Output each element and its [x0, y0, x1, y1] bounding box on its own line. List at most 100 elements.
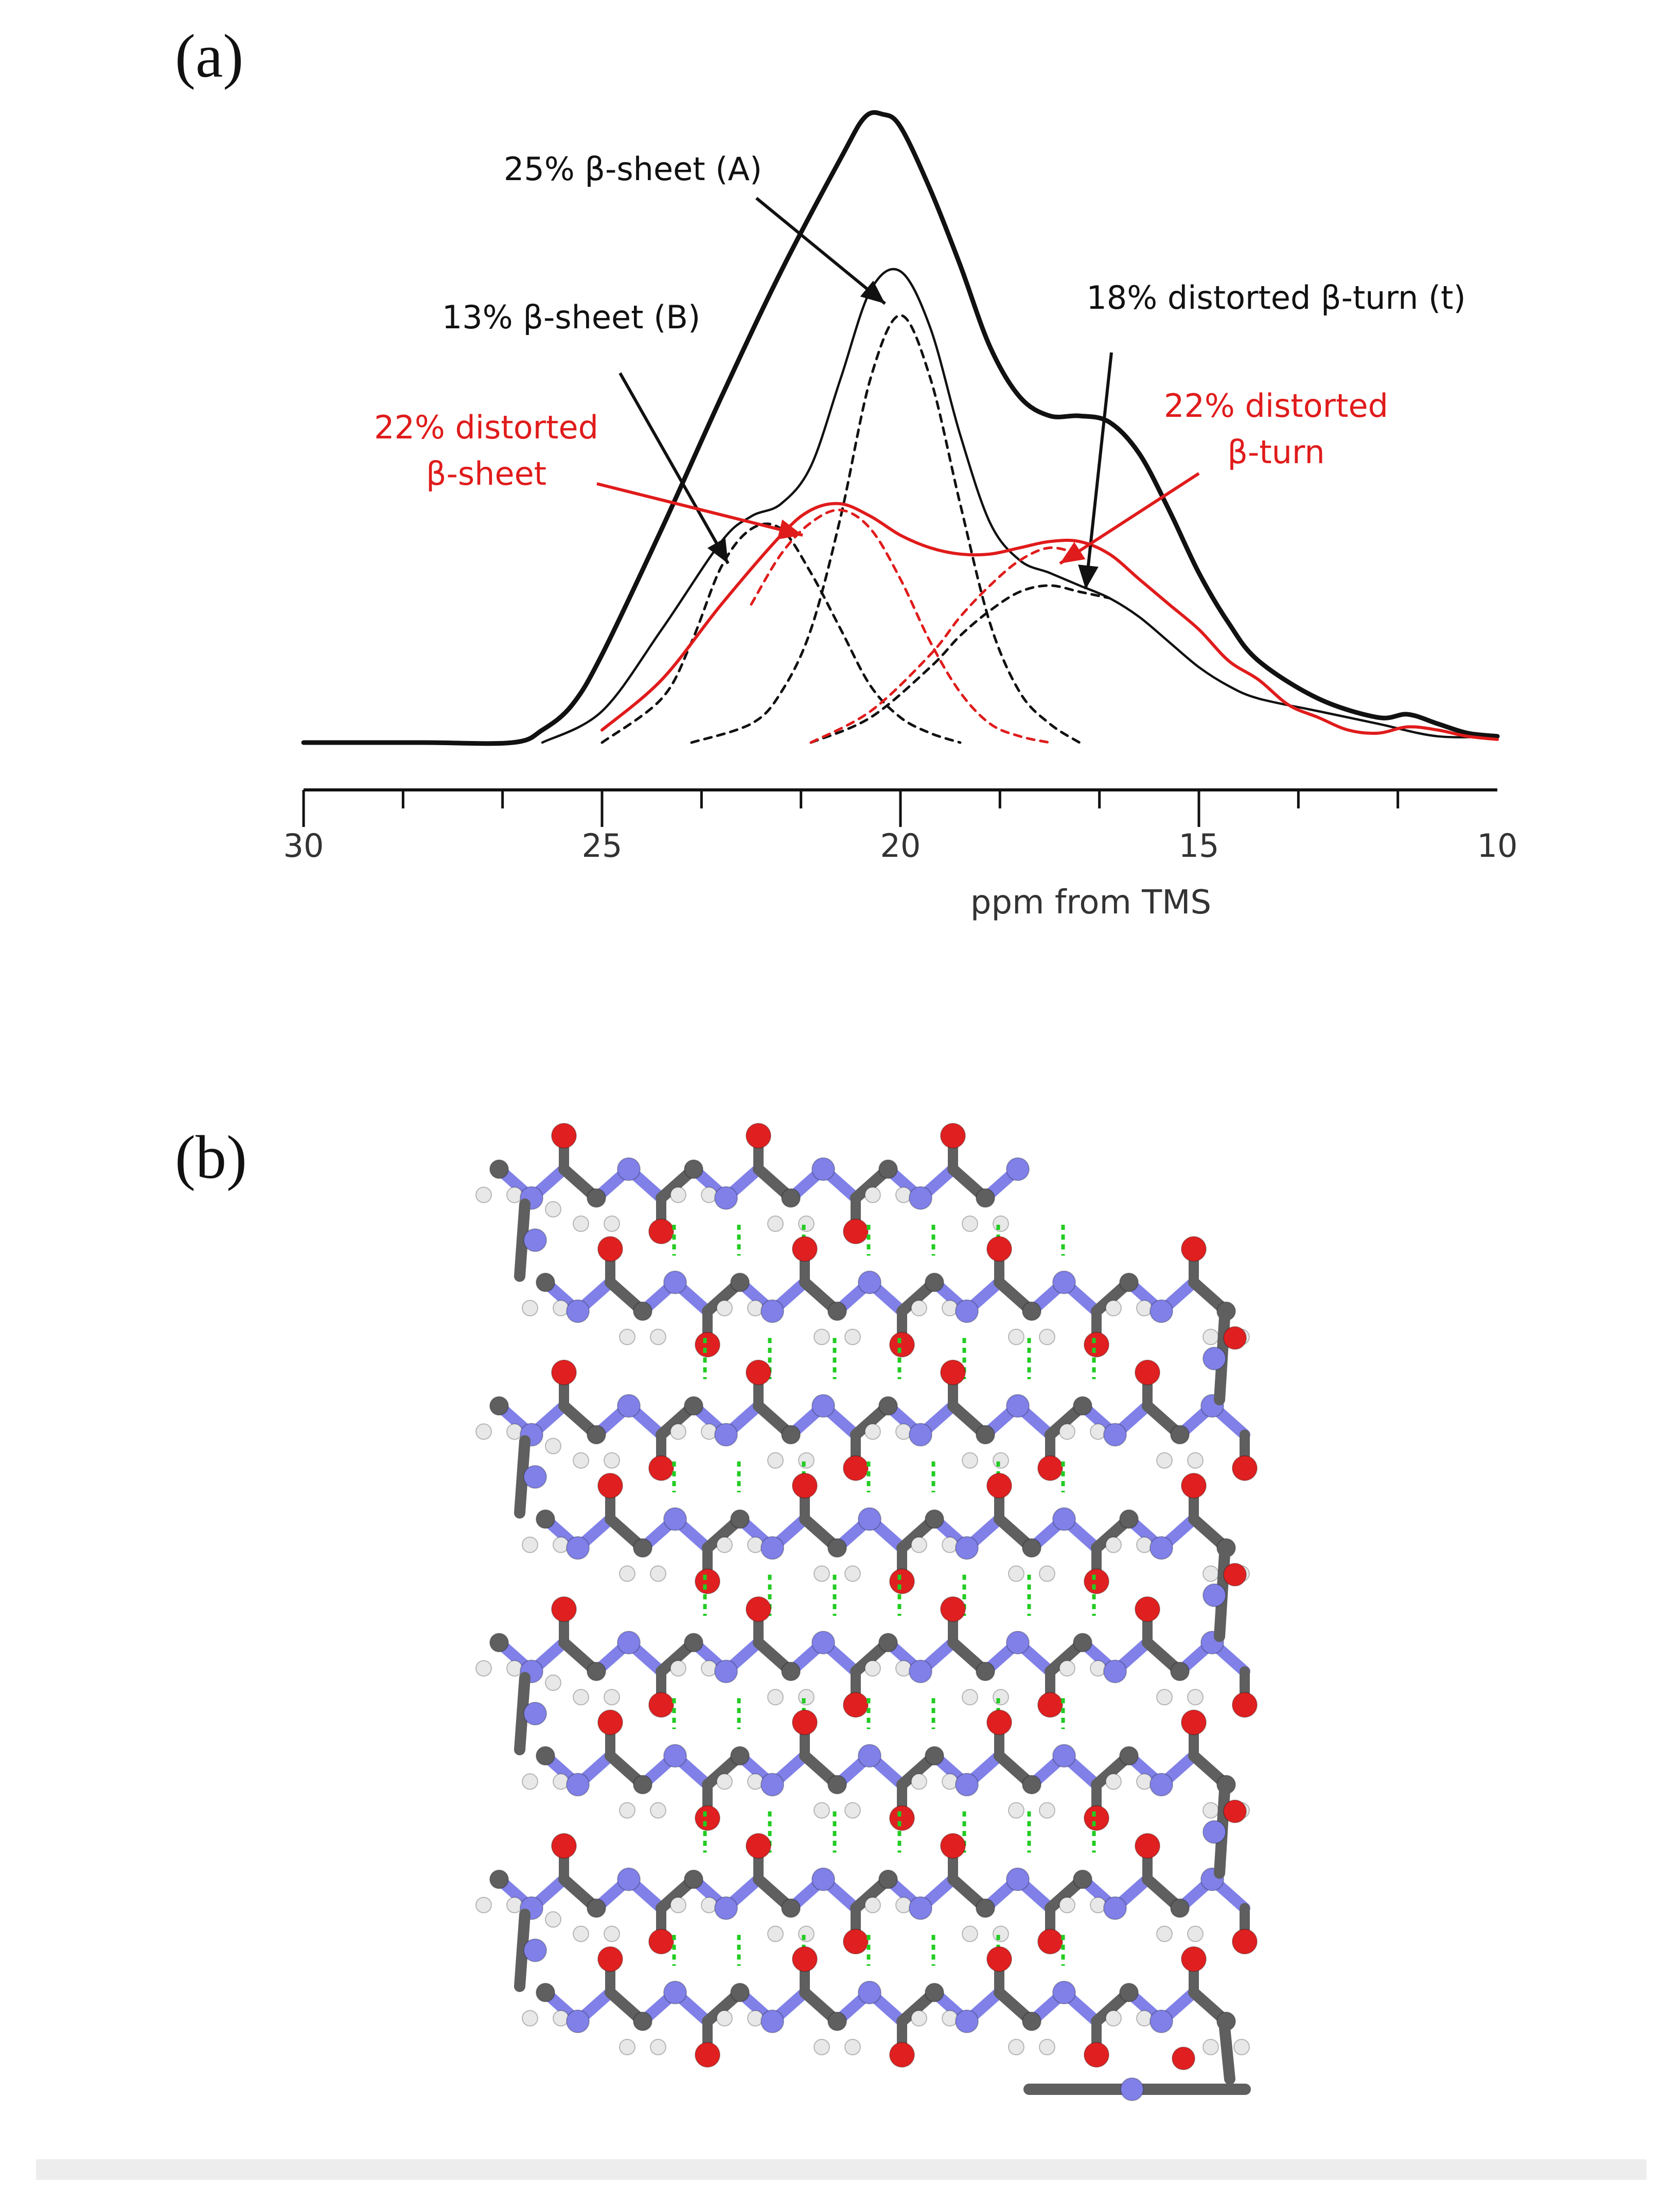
annotation-arrowhead: [707, 538, 728, 563]
carbon-atom: [587, 1898, 606, 1918]
hydrogen-atom: [650, 1565, 666, 1582]
carbon-atom: [633, 1538, 652, 1558]
oxygen-atom: [1135, 1360, 1160, 1385]
oxygen-atom: [792, 1709, 818, 1735]
x-tick-label: 10: [1477, 827, 1518, 865]
carbon-atom: [781, 1662, 801, 1681]
oxygen-atom: [695, 1568, 720, 1594]
nitrogen-atom: [1052, 1271, 1076, 1294]
nitrogen-atom: [566, 2010, 590, 2033]
hydrogen-atom: [844, 1565, 861, 1582]
nitrogen-atom: [955, 1299, 979, 1323]
hydrogen-atom: [475, 1897, 492, 1913]
annotation-label: β-sheet: [426, 455, 546, 492]
hydrogen-atom: [1008, 1329, 1024, 1345]
oxygen-atom: [986, 1946, 1012, 1972]
nitrogen-atom: [714, 1423, 738, 1447]
hydrogen-atom: [962, 1689, 978, 1705]
hydrogen-atom: [1105, 2010, 1122, 2026]
carbon-atom: [1170, 1662, 1190, 1681]
oxygen-atom: [940, 1123, 966, 1149]
carbon-atom: [489, 1159, 509, 1179]
oxygen-atom: [648, 1692, 674, 1718]
bond: [514, 1199, 530, 1282]
hydrogen-atom: [1039, 1565, 1055, 1582]
oxygen-atom: [1135, 1833, 1160, 1859]
carbon-atom: [878, 1159, 898, 1179]
oxygen-atom: [551, 1123, 577, 1149]
hydrogen-atom: [814, 2039, 830, 2055]
oxygen-atom: [1135, 1596, 1160, 1622]
hydrogen-atom: [716, 2010, 733, 2026]
x-axis: [302, 788, 1497, 827]
nitrogen-atom: [1150, 1536, 1173, 1560]
nitrogen-atom: [1103, 1896, 1127, 1920]
carbon-atom: [827, 1301, 847, 1321]
hydrogen-atom: [545, 1201, 561, 1218]
carbon-atom: [827, 2012, 847, 2031]
carbon-atom: [1022, 1301, 1041, 1321]
oxygen-atom: [551, 1360, 577, 1385]
hydrogen-atom: [650, 1329, 666, 1345]
nitrogen-atom: [811, 1157, 835, 1181]
hydrogen-atom: [573, 1689, 589, 1705]
annotation-label: β-turn: [1227, 433, 1324, 471]
nitrogen-atom: [523, 1228, 547, 1252]
hydrogen-atom: [1156, 1452, 1173, 1469]
hydrogen-atom: [1187, 1926, 1204, 1942]
nitrogen-atom: [663, 1271, 687, 1294]
hydrogen-atom: [573, 1215, 589, 1232]
oxygen-atom: [597, 1709, 623, 1735]
hydrogen-atom: [716, 1537, 733, 1553]
oxygen-atom: [889, 2042, 915, 2068]
hydrogen-atom: [1202, 1802, 1219, 1819]
hydrogen-atom: [814, 1802, 830, 1819]
hydrogen-atom: [844, 1329, 861, 1345]
hydrogen-atom: [604, 1689, 620, 1705]
hydrogen-atom: [1156, 1926, 1173, 1942]
nitrogen-atom: [566, 1536, 590, 1560]
hydrogen-atom: [1202, 1329, 1219, 1345]
carbon-atom: [878, 1870, 898, 1889]
oxygen-atom: [597, 1236, 623, 1262]
nitrogen-atom: [955, 1773, 979, 1796]
nitrogen-atom: [714, 1896, 738, 1920]
x-tick-label: 15: [1179, 827, 1219, 865]
oxygen-atom: [648, 1219, 674, 1244]
nitrogen-atom: [858, 1271, 881, 1294]
hydrogen-atom: [545, 1438, 561, 1454]
footer-divider: [36, 2159, 1647, 2180]
hydrogen-atom: [716, 1300, 733, 1316]
hydrogen-atom: [864, 1897, 881, 1913]
x-axis-label: ppm from TMS: [970, 884, 1211, 922]
hydrogen-atom: [911, 1773, 927, 1790]
carbon-atom: [878, 1396, 898, 1416]
carbon-atom: [1170, 1425, 1190, 1444]
oxygen-atom: [1232, 1455, 1258, 1481]
nitrogen-atom: [1103, 1660, 1127, 1683]
annotation-arrow: [618, 372, 730, 565]
nitrogen-atom: [617, 1394, 641, 1418]
hydrogen-atom: [993, 1689, 1009, 1705]
nitrogen-atom: [1150, 2010, 1173, 2033]
hydrogen-atom: [573, 1452, 589, 1469]
nitrogen-atom: [617, 1631, 641, 1654]
oxygen-atom: [695, 2042, 720, 2068]
carbon-atom: [781, 1425, 801, 1444]
nitrogen-atom: [761, 1536, 784, 1560]
carbon-atom: [878, 1633, 898, 1652]
carbon-atom: [633, 1775, 652, 1794]
carbon-atom: [730, 1273, 750, 1292]
oxygen-atom: [1084, 1568, 1109, 1594]
hydrogen-atom: [619, 1802, 635, 1819]
carbon-atom: [1119, 1746, 1139, 1766]
nitrogen-atom: [858, 1507, 881, 1531]
hydrogen-atom: [767, 1215, 784, 1232]
oxygen-atom: [746, 1596, 771, 1622]
hydrogen-atom: [962, 1926, 978, 1942]
hydrogen-atom: [716, 1773, 733, 1790]
oxygen-atom: [986, 1236, 1012, 1262]
nitrogen-atom: [523, 1702, 547, 1725]
nitrogen-atom: [617, 1157, 641, 1181]
carbon-atom: [1022, 2012, 1041, 2031]
